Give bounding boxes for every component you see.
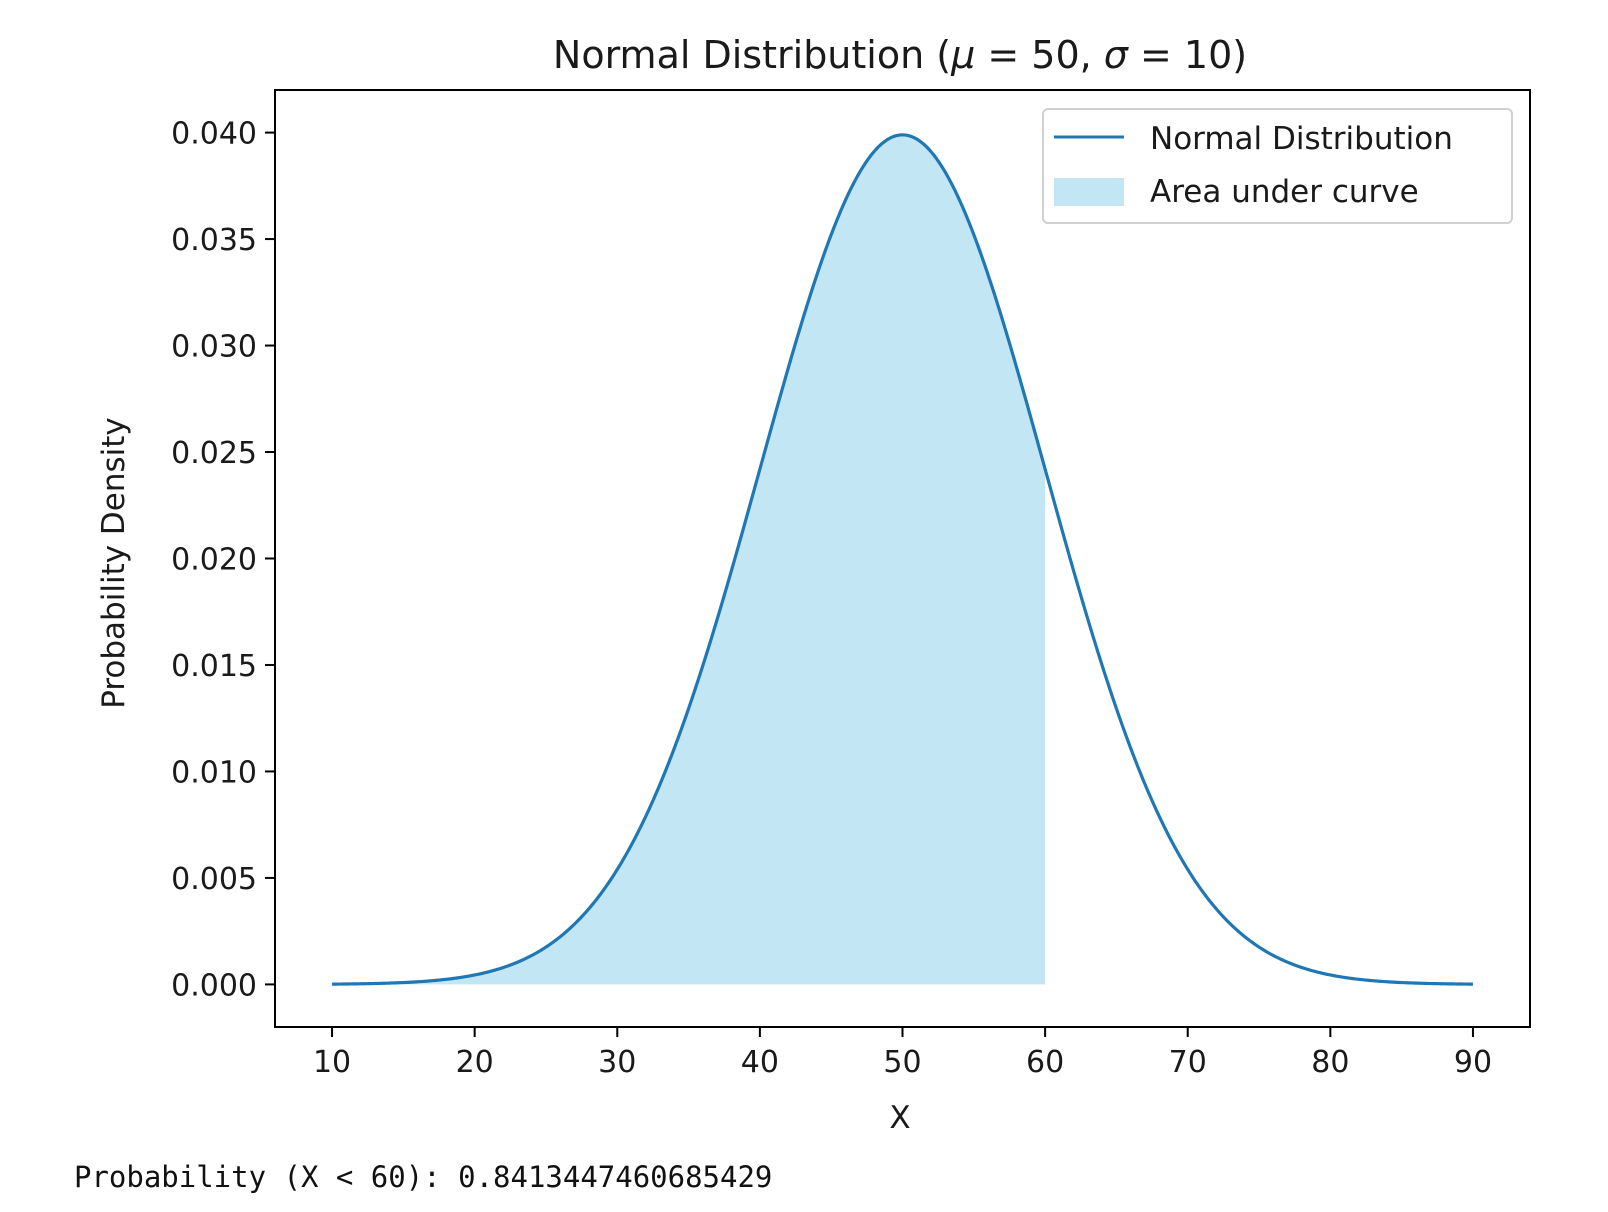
y-tick-label: 0.020 <box>171 543 257 578</box>
chart-title-end: = 10) <box>1128 33 1247 77</box>
y-tick-label: 0.035 <box>171 223 257 258</box>
legend-frame <box>1042 108 1513 224</box>
legend-fill-swatch <box>1054 178 1124 206</box>
chart-title: Normal Distribution (μ = 50, σ = 10) <box>553 33 1247 77</box>
y-tick-label: 0.025 <box>171 436 257 471</box>
y-tick-label: 0.000 <box>171 968 257 1003</box>
legend: Normal Distribution Area under curve <box>1042 108 1513 224</box>
x-tick-label: 40 <box>741 1045 779 1080</box>
y-tick-label: 0.030 <box>171 330 257 365</box>
y-tick-label: 0.015 <box>171 649 257 684</box>
chart-title-main: Normal Distribution ( <box>553 33 951 77</box>
y-tick-label: 0.040 <box>171 117 257 152</box>
plot-area <box>332 133 1473 986</box>
y-tick-label: 0.005 <box>171 862 257 897</box>
x-axis-label: X <box>889 1100 910 1136</box>
legend-label-normal: Normal Distribution <box>1150 121 1453 157</box>
x-tick-label: 80 <box>1311 1045 1349 1080</box>
normal-distribution-line <box>332 133 1473 986</box>
area-under-curve <box>332 134 1046 985</box>
chart-title-mid: = 50, <box>975 33 1104 77</box>
y-axis-label: Probability Density <box>96 417 132 709</box>
chart: Normal Distribution (μ = 50, σ = 10) 10 2… <box>96 33 1531 1136</box>
x-tick-label: 70 <box>1169 1045 1207 1080</box>
x-tick-label: 50 <box>883 1045 921 1080</box>
chart-title-sigma: σ <box>1104 33 1130 77</box>
axes: 10 20 30 40 50 60 70 80 90 0.000 0.005 0.010 0.015 0.… <box>171 89 1531 1080</box>
legend-label-area: Area under curve <box>1150 174 1419 210</box>
x-tick-label: 90 <box>1454 1045 1492 1080</box>
x-tick-label: 30 <box>598 1045 636 1080</box>
x-tick-label: 10 <box>313 1045 351 1080</box>
probability-output: Probability (X < 60): 0.8413447460685429 <box>74 1160 773 1194</box>
chart-title-mu: μ <box>950 33 975 77</box>
y-tick-label: 0.010 <box>171 755 257 790</box>
x-tick-label: 20 <box>456 1045 494 1080</box>
x-tick-label: 60 <box>1026 1045 1064 1080</box>
